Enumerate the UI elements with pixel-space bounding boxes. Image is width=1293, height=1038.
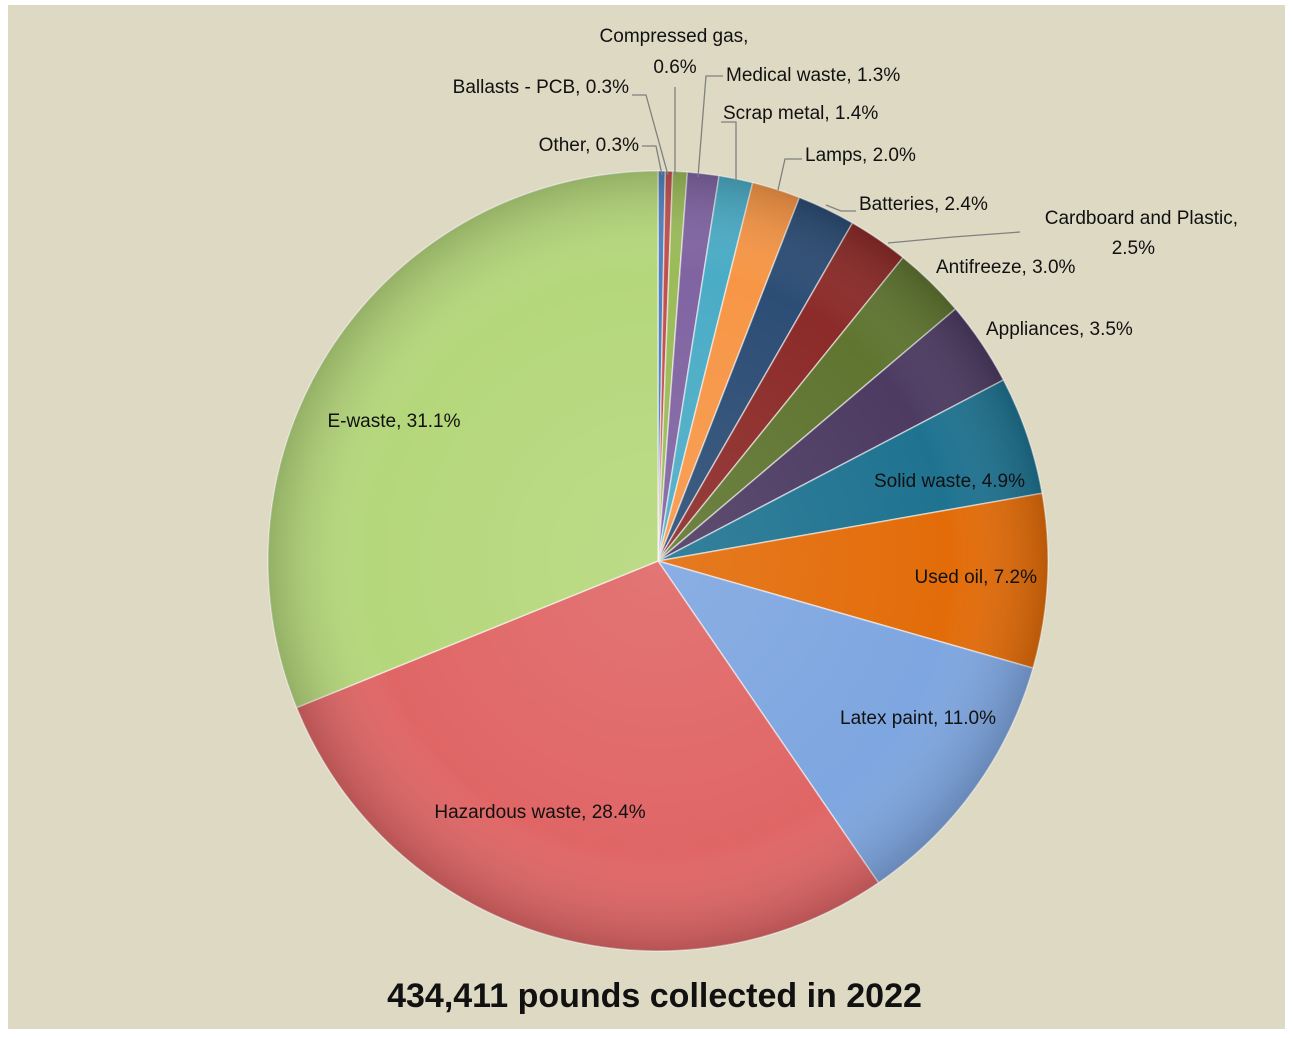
slice-label-latex-paint: Latex paint, 11.0% — [840, 708, 996, 729]
slice-label-solid-waste: Solid waste, 4.9% — [874, 471, 1025, 492]
chart-title: 434,411 pounds collected in 2022 — [387, 977, 922, 1015]
leader-line — [825, 204, 856, 212]
slice-label-lamps: Lamps, 2.0% — [805, 145, 916, 166]
leader-lines — [632, 75, 1021, 244]
slice-labels: Other, 0.3% Ballasts - PCB, 0.3% Compresse… — [327, 26, 1238, 823]
slice-label-other: Other, 0.3% — [539, 135, 639, 156]
pie-chart: Other, 0.3% Ballasts - PCB, 0.3% Compresse… — [267, 26, 1238, 952]
pie-slices — [267, 170, 1049, 952]
leader-line — [642, 145, 663, 176]
slice-label-appliances: Appliances, 3.5% — [986, 319, 1133, 340]
slice-label-cardboard-and-plastic: Cardboard and Plastic, — [1045, 208, 1238, 229]
slice-label-antifreeze: Antifreeze, 3.0% — [936, 257, 1076, 278]
slice-label-scrap-metal: Scrap metal, 1.4% — [723, 103, 878, 124]
leader-line — [697, 75, 723, 178]
slice-label-compressed-gas: Compressed gas, — [600, 26, 749, 47]
slice-label-hazardous-waste: Hazardous waste, 28.4% — [434, 802, 645, 823]
slice-label-cardboard-and-plastic: 2.5% — [1112, 238, 1155, 259]
leader-line — [721, 121, 737, 182]
leader-line — [632, 94, 669, 176]
slice-label-ballasts-pcb: Ballasts - PCB, 0.3% — [453, 77, 629, 98]
slice-label-e-waste: E-waste, 31.1% — [327, 411, 460, 432]
slice-label-used-oil: Used oil, 7.2% — [914, 567, 1037, 588]
leader-line — [777, 158, 802, 191]
leader-line — [887, 231, 1021, 244]
slice-label-medical-waste: Medical waste, 1.3% — [726, 65, 900, 86]
slice-label-batteries: Batteries, 2.4% — [859, 194, 988, 215]
slice-label-compressed-gas: 0.6% — [653, 57, 696, 78]
